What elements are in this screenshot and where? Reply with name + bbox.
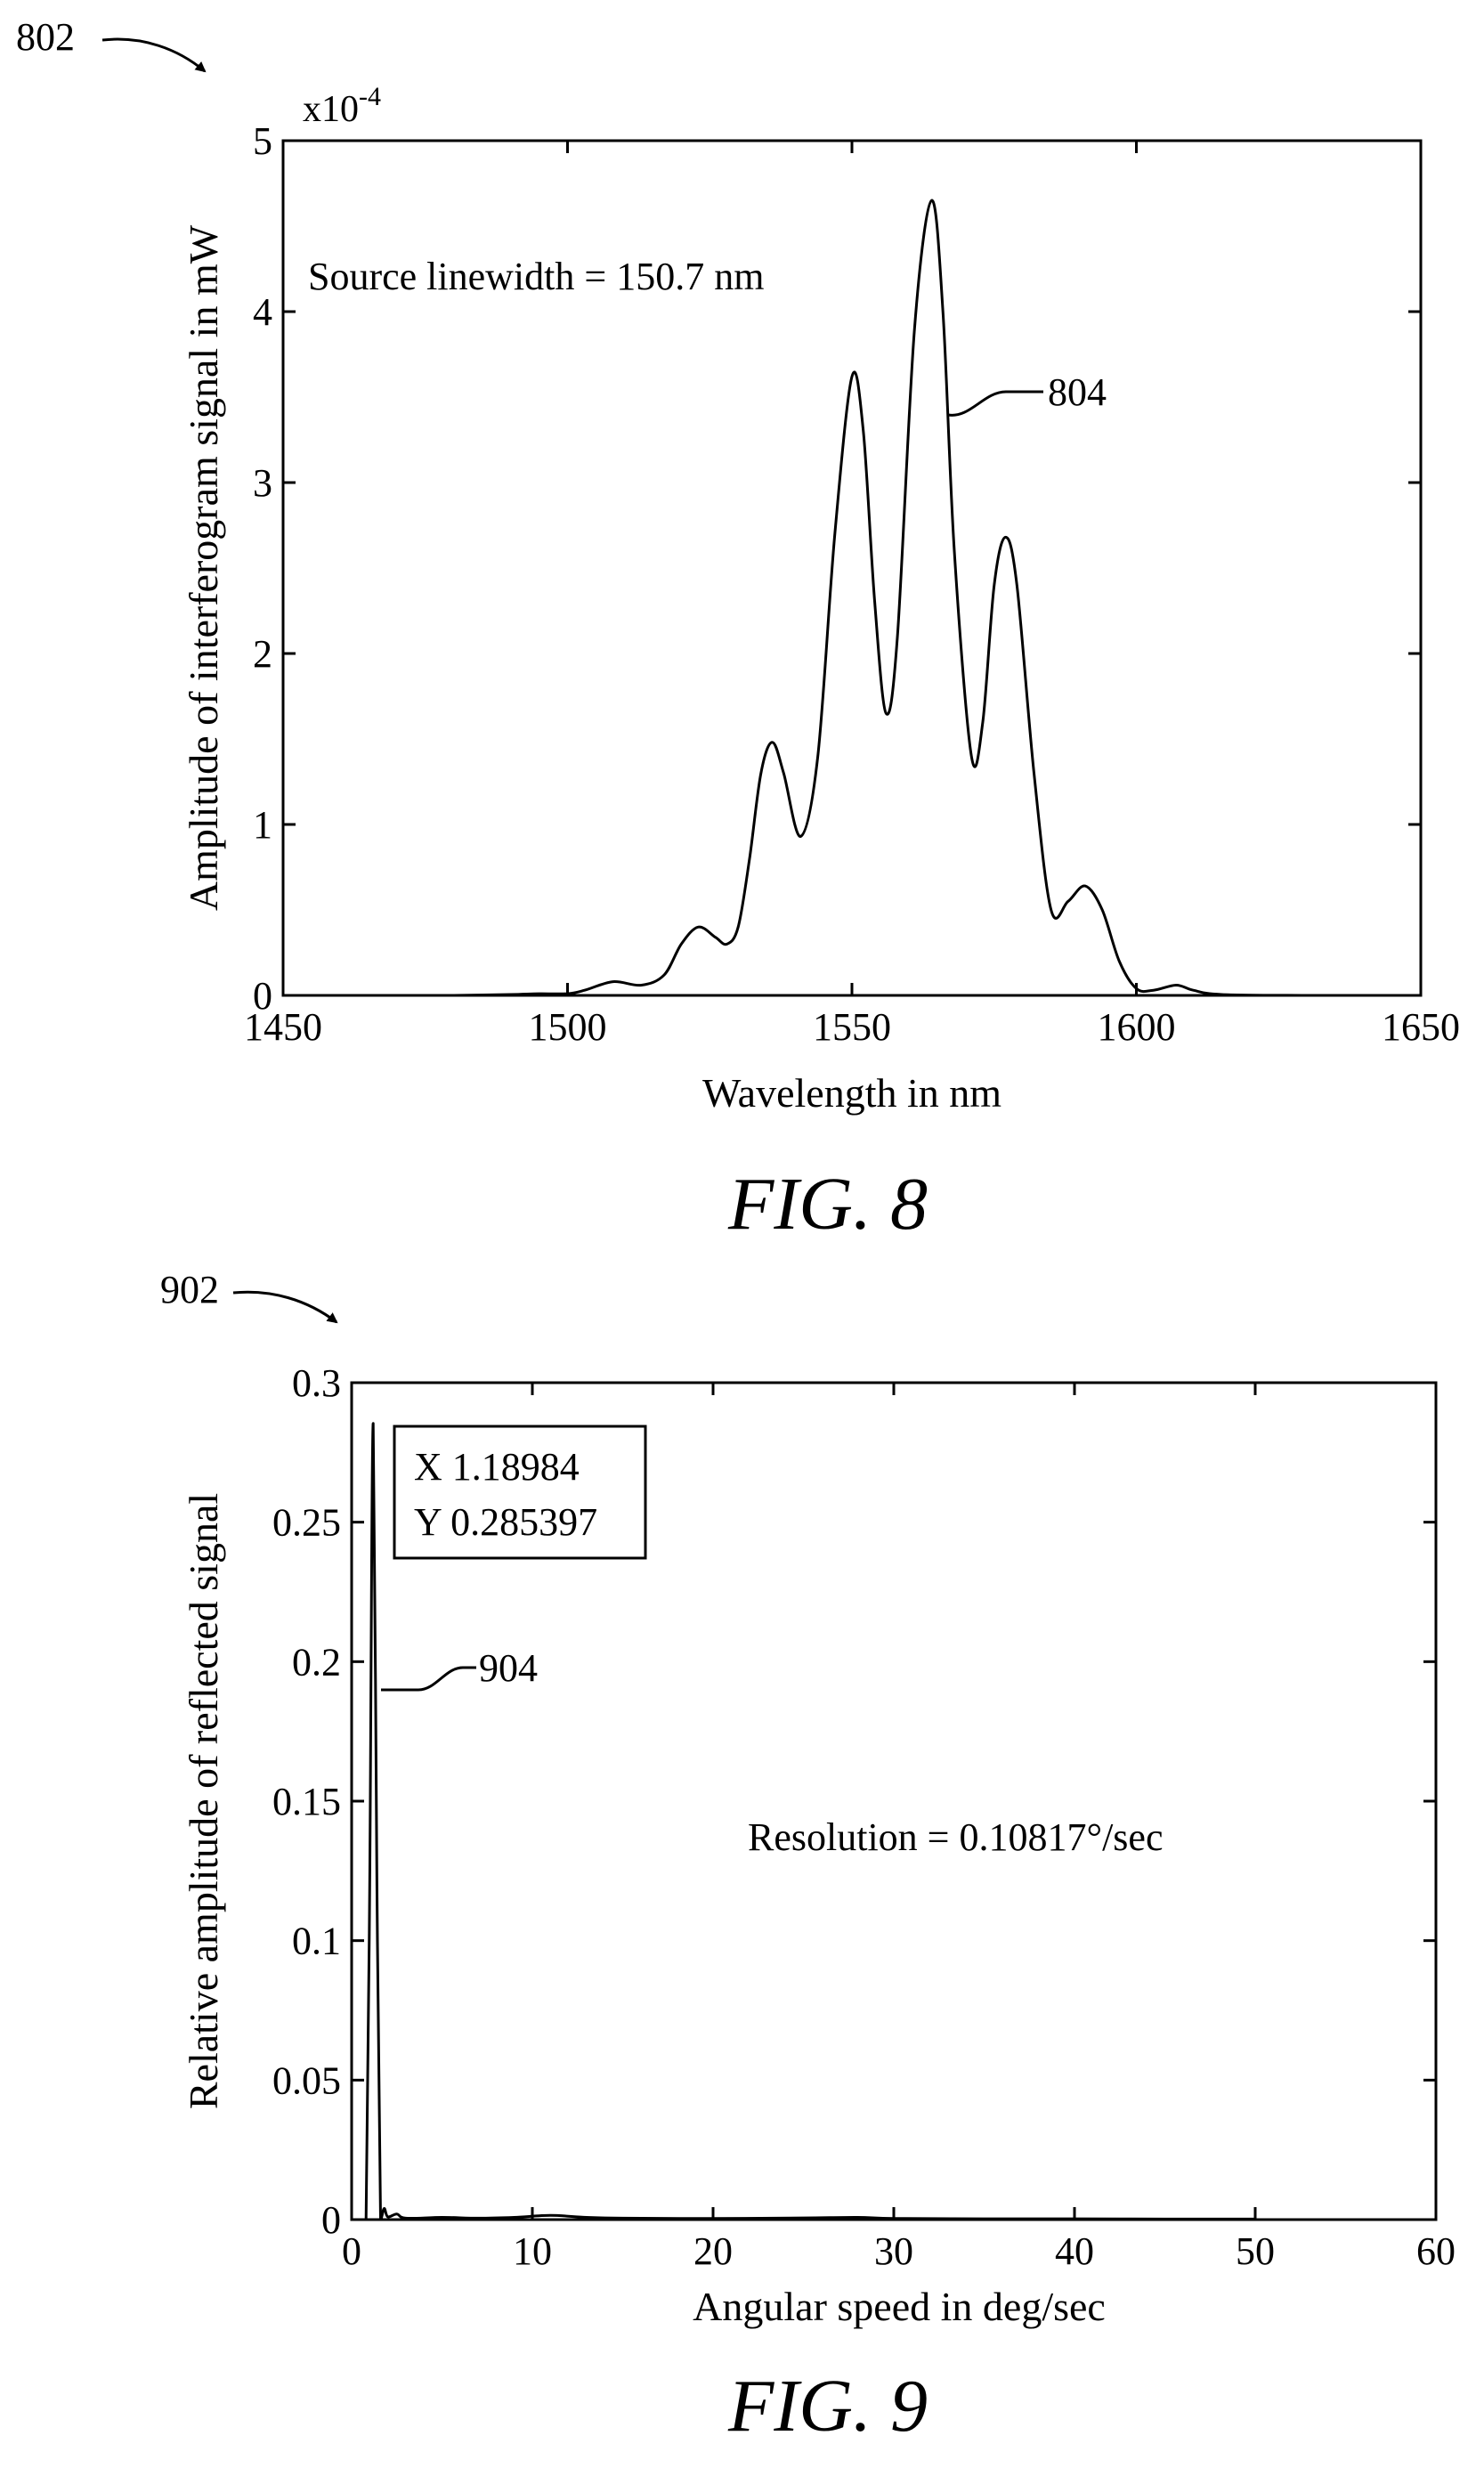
reflected-signal-curve bbox=[361, 1422, 1255, 2221]
x-tick-label: 1600 bbox=[1098, 1005, 1176, 1049]
figure-caption: FIG. 8 bbox=[727, 1163, 928, 1246]
y-tick-label: 4 bbox=[253, 290, 272, 334]
interferogram-curve bbox=[453, 199, 1308, 997]
y-multiplier-label: x10-4 bbox=[303, 82, 381, 130]
x-axis-ticks: 1450 1500 1550 1600 1650 bbox=[244, 141, 1460, 1049]
y-tick-label: 0.2 bbox=[292, 1640, 341, 1684]
figure-ref-label: 902 bbox=[160, 1268, 219, 1311]
figure-ref-arrow bbox=[232, 1290, 338, 1324]
y-tick-label: 0.25 bbox=[272, 1501, 341, 1545]
x-tick-label: 0 bbox=[342, 2229, 361, 2273]
y-tick-label: 0 bbox=[253, 974, 272, 1018]
x-tick-label: 30 bbox=[874, 2229, 913, 2273]
y-tick-label: 0.1 bbox=[292, 1920, 341, 1963]
x-tick-label: 40 bbox=[1055, 2229, 1094, 2273]
y-tick-label: 1 bbox=[253, 803, 272, 847]
y-axis-ticks: 0 0.05 0.1 0.15 0.2 0.25 0.3 bbox=[272, 1361, 1436, 2242]
figure-ref-label: 802 bbox=[16, 15, 75, 59]
curve-ref-label: 804 bbox=[1048, 370, 1107, 414]
figure-9: 902 0 0.05 0.1 0.15 0.2 0.25 0.3 0 10 20 30 40 50 60… bbox=[160, 1268, 1456, 2448]
x-axis-label: Wavelength in nm bbox=[702, 1070, 1001, 1116]
x-tick-label: 10 bbox=[513, 2229, 552, 2273]
x-tick-label: 1450 bbox=[244, 1005, 322, 1049]
x-tick-label: 1550 bbox=[813, 1005, 891, 1049]
y-tick-label: 3 bbox=[253, 461, 272, 505]
y-tick-label: 5 bbox=[253, 119, 272, 163]
datatip-y: Y 0.285397 bbox=[414, 1500, 597, 1544]
curve-ref-label: 904 bbox=[479, 1646, 538, 1690]
y-tick-label: 0.15 bbox=[272, 1780, 341, 1823]
figure-ref-arrow bbox=[101, 37, 207, 73]
x-tick-label: 50 bbox=[1236, 2229, 1275, 2273]
curve-ref-leader bbox=[381, 1666, 476, 1692]
curve-ref-leader bbox=[947, 390, 1043, 417]
datatip-box bbox=[393, 1425, 647, 1560]
y-tick-label: 0.3 bbox=[292, 1361, 341, 1405]
figure-caption: FIG. 9 bbox=[727, 2365, 928, 2448]
x-axis-ticks: 0 10 20 30 40 50 60 bbox=[342, 1383, 1456, 2273]
y-tick-label: 0.05 bbox=[272, 2058, 341, 2102]
x-axis-label: Angular speed in deg/sec bbox=[693, 2284, 1106, 2329]
x-tick-label: 20 bbox=[693, 2229, 733, 2273]
y-axis-ticks: 0 1 2 3 4 5 bbox=[253, 119, 1421, 1018]
x-tick-label: 1650 bbox=[1382, 1005, 1460, 1049]
y-tick-label: 2 bbox=[253, 632, 272, 676]
linewidth-annotation: Source linewidth = 150.7 nm bbox=[308, 255, 764, 298]
figure-8: 802 0 1 2 3 4 5 1450 1500 1550 1600 1650 x10-4 Am… bbox=[16, 15, 1460, 1246]
x-tick-label: 60 bbox=[1416, 2229, 1456, 2273]
datatip-x: X 1.18984 bbox=[414, 1445, 580, 1489]
resolution-annotation: Resolution = 0.10817°/sec bbox=[748, 1815, 1164, 1859]
y-tick-label: 0 bbox=[321, 2198, 341, 2242]
y-axis-label: Amplitude of interferogram signal in mW bbox=[181, 224, 226, 911]
y-axis-label: Relative amplitude of reflected signal bbox=[181, 1493, 226, 2109]
x-tick-label: 1500 bbox=[529, 1005, 607, 1049]
